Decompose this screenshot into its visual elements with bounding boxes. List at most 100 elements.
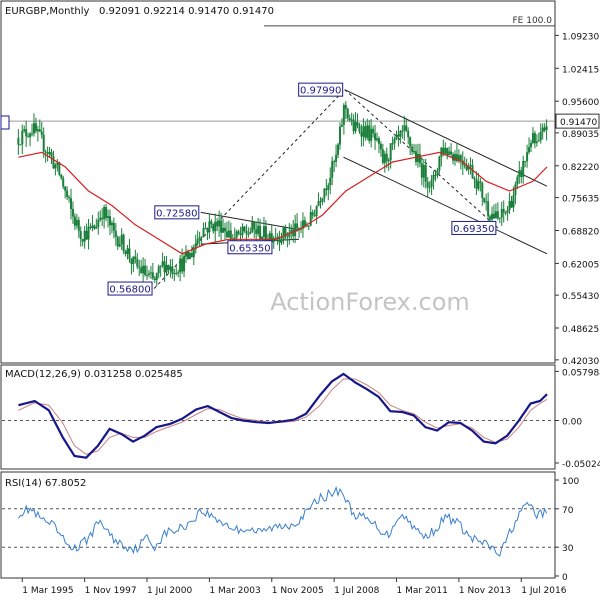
candle-body: [50, 152, 53, 157]
candle-body: [79, 231, 82, 239]
candle-body: [52, 156, 55, 169]
candle-body: [366, 125, 369, 138]
candle-body: [465, 166, 468, 170]
candle-body: [173, 273, 176, 275]
macd-signal-line: [18, 378, 548, 455]
candle-body: [130, 259, 133, 264]
candle-body: [453, 154, 456, 161]
candle-body: [144, 265, 147, 275]
candle-body: [428, 186, 431, 188]
price-label: 0.72580: [156, 208, 197, 219]
candle-body: [169, 266, 172, 270]
candle-body: [179, 258, 182, 273]
candle-body: [374, 133, 377, 141]
candle-body: [335, 154, 338, 162]
candle-body: [36, 129, 39, 132]
candle-body: [220, 220, 223, 233]
candle-body: [188, 253, 191, 260]
candle-body: [128, 248, 131, 260]
time-axis: 1 Mar 1995 1 Nov 1997 1 Jul 2000 1 Mar 2003…: [21, 578, 567, 596]
candle-body: [313, 215, 316, 217]
candle-body: [282, 227, 285, 241]
candle-body: [204, 228, 207, 230]
candle-body: [405, 125, 408, 131]
candle-body: [157, 266, 160, 274]
candle-body: [413, 151, 416, 153]
candle-body: [75, 219, 78, 226]
chart-ohlc: 0.92091 0.92214 0.91470 0.91470: [99, 6, 274, 17]
candle-body: [151, 272, 154, 279]
candle-body: [216, 221, 219, 227]
candle-body: [346, 108, 349, 119]
candle-body: [502, 208, 505, 213]
candle-body: [99, 217, 102, 221]
price-tick-label: 0.95600: [562, 98, 599, 108]
candle-body: [103, 207, 106, 220]
candle-body: [492, 213, 495, 219]
candle-body: [85, 230, 88, 240]
candle-body: [208, 221, 211, 233]
price-label-box: [451, 220, 497, 235]
rsi-tick-label: 30: [562, 544, 574, 554]
candle-body: [377, 138, 380, 144]
moving-average-line: [18, 151, 548, 255]
candle-body: [40, 131, 43, 135]
trendline-5: [200, 211, 300, 231]
candle-body: [432, 174, 435, 180]
candle-body: [31, 133, 34, 135]
time-tick-label: 1 Nov 2013: [459, 586, 511, 596]
candle-body: [389, 143, 392, 161]
candle-body: [54, 164, 57, 169]
candle-body: [32, 123, 35, 134]
candle-body: [489, 216, 492, 220]
candle-body: [512, 195, 515, 208]
candle-body: [212, 223, 215, 232]
candle-body: [481, 182, 484, 198]
candle-body: [214, 221, 217, 232]
candle-body: [91, 225, 94, 228]
candle-body: [535, 141, 538, 144]
macd-panel-frame: [0, 364, 556, 470]
candle-body: [311, 212, 314, 216]
candle-body: [23, 129, 26, 131]
time-tick-label: 1 Nov 1997: [85, 586, 137, 596]
candle-body: [479, 181, 482, 183]
candle-body: [450, 151, 453, 155]
price-label: 0.56800: [109, 285, 150, 296]
candle-body: [89, 226, 92, 228]
candle-body: [58, 162, 61, 175]
time-tick-label: 1 Jul 2000: [147, 586, 192, 596]
candle-body: [528, 147, 531, 153]
candle-body: [190, 253, 193, 258]
candle-body: [196, 239, 199, 244]
candle-body: [531, 133, 534, 143]
candle-body: [459, 155, 462, 161]
candle-body: [376, 138, 379, 141]
candle-body: [66, 190, 69, 197]
candle-body: [46, 152, 49, 154]
candle-body: [543, 127, 546, 131]
candle-body: [524, 161, 527, 163]
time-tick-label: 1 Mar 1995: [22, 586, 73, 596]
candle-body: [446, 147, 449, 155]
last-price-tag: [555, 113, 600, 129]
candle-body: [309, 212, 312, 226]
candle-body: [206, 228, 209, 233]
candle-body: [294, 223, 297, 237]
price-label-box: [154, 205, 200, 220]
candle-body: [249, 231, 252, 234]
price-label-box: [227, 240, 273, 255]
candle-body: [276, 236, 279, 239]
candle-body: [296, 223, 299, 228]
candle-body: [436, 170, 439, 176]
candle-body: [383, 153, 386, 163]
candle-body: [350, 119, 353, 121]
candle-body: [442, 147, 445, 154]
candle-body: [147, 273, 150, 275]
rsi-axis: 100 70 30 0: [555, 477, 579, 583]
price-panel-frame: [0, 0, 556, 364]
candle-body: [227, 230, 230, 238]
candle-body: [243, 226, 246, 231]
candle-body: [430, 179, 433, 187]
